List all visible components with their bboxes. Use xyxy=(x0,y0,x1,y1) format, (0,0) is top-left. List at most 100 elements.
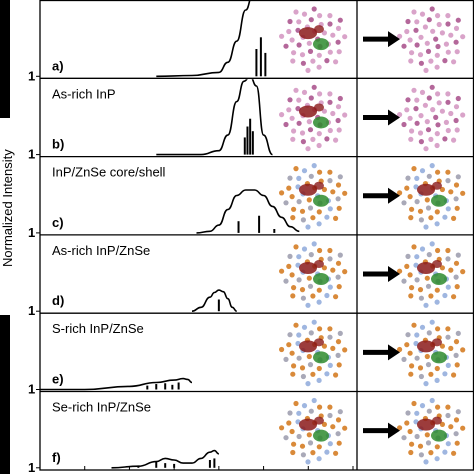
atom xyxy=(310,371,316,377)
panel-1: 1 a) xyxy=(28,1,466,83)
atom xyxy=(279,33,285,39)
atom xyxy=(327,91,333,97)
atom xyxy=(336,284,342,290)
x-tick-label: 2.0 xyxy=(121,472,138,474)
atom xyxy=(289,37,295,43)
atom xyxy=(423,146,429,152)
spectrum-curve xyxy=(40,377,193,391)
atom xyxy=(426,17,432,23)
atom xyxy=(434,365,440,372)
atom xyxy=(316,142,322,149)
atom xyxy=(436,100,442,106)
atom xyxy=(439,343,445,349)
orbital-image-left xyxy=(279,319,348,387)
atom xyxy=(293,322,299,328)
y-tick-label: 1 xyxy=(28,382,35,397)
atom xyxy=(460,269,466,275)
atom xyxy=(299,208,306,214)
atom xyxy=(417,287,424,293)
atom xyxy=(300,373,306,380)
arrow-head xyxy=(388,344,400,361)
atom xyxy=(330,189,336,195)
atom xyxy=(448,110,454,117)
atom xyxy=(424,353,430,360)
atom xyxy=(279,190,285,196)
atom xyxy=(330,110,336,117)
atom xyxy=(283,121,289,128)
atom xyxy=(293,87,299,93)
orbital-lobe-red xyxy=(417,183,435,196)
atom xyxy=(316,299,322,305)
atom xyxy=(342,269,348,275)
atom xyxy=(311,319,317,325)
atom xyxy=(397,346,403,353)
atom xyxy=(460,425,466,431)
atom xyxy=(296,277,302,283)
atom xyxy=(434,377,440,383)
atom xyxy=(408,58,414,64)
atom xyxy=(317,404,323,410)
atom xyxy=(409,50,415,56)
orbital-lobe-red xyxy=(314,103,324,112)
atom xyxy=(445,412,451,419)
left-edge-bar-bottom xyxy=(0,315,10,474)
atom xyxy=(408,136,414,142)
atom xyxy=(453,182,460,188)
atom xyxy=(408,293,414,299)
atom xyxy=(321,343,327,349)
atom xyxy=(404,28,410,35)
atom xyxy=(300,139,306,145)
atom xyxy=(435,247,441,254)
atom xyxy=(451,59,457,65)
atom xyxy=(445,178,451,184)
atom xyxy=(445,441,451,447)
atom xyxy=(414,433,420,440)
x-tick-label: 3.5 xyxy=(255,472,272,474)
atom xyxy=(290,449,296,456)
atom xyxy=(413,262,419,268)
atom xyxy=(423,67,429,73)
atom xyxy=(453,339,460,345)
atom xyxy=(291,206,297,212)
atom xyxy=(414,254,420,260)
atom xyxy=(414,199,420,205)
atom xyxy=(335,431,341,437)
atom xyxy=(424,119,430,125)
atom xyxy=(287,97,293,103)
atom xyxy=(430,107,436,113)
atom xyxy=(301,324,308,330)
atom xyxy=(429,319,435,325)
orbital-image-left xyxy=(279,397,348,465)
atom xyxy=(300,60,306,66)
atom xyxy=(439,30,445,36)
atom xyxy=(333,215,339,221)
atom xyxy=(428,58,434,64)
y-tick-label: 1 xyxy=(28,68,35,83)
atom xyxy=(435,13,441,19)
atom xyxy=(414,410,420,416)
atom xyxy=(454,284,460,290)
orbital-image-left xyxy=(279,241,348,308)
orbital-image-right xyxy=(397,84,466,152)
atom xyxy=(405,253,411,259)
atom xyxy=(283,278,289,284)
atom xyxy=(426,173,432,179)
atom xyxy=(289,428,295,435)
atom xyxy=(327,49,333,55)
atom xyxy=(397,112,403,118)
atom xyxy=(301,11,308,17)
atom xyxy=(289,115,295,121)
atom xyxy=(414,277,420,283)
atom xyxy=(425,283,432,289)
atom xyxy=(300,295,306,301)
atom xyxy=(423,381,429,387)
atom xyxy=(299,287,306,293)
atom xyxy=(327,127,333,134)
orbital-lobe-red xyxy=(299,418,317,431)
atom xyxy=(454,49,460,55)
atom xyxy=(425,205,432,211)
y-axis-label: Normalized Intensity xyxy=(0,149,15,267)
atom xyxy=(419,403,426,409)
atom xyxy=(289,194,295,200)
atom xyxy=(287,332,293,338)
